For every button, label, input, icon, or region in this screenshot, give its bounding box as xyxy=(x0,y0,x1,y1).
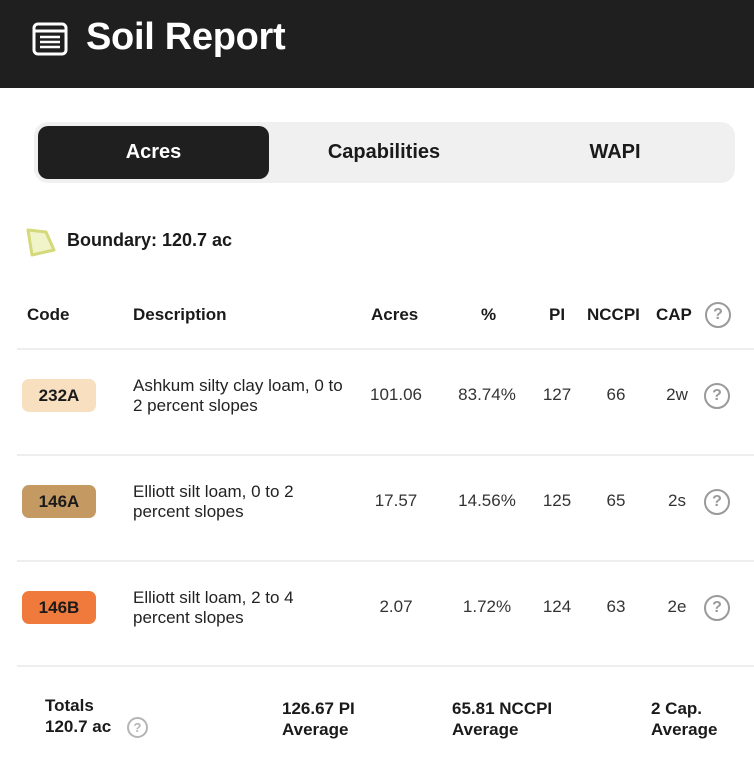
row-help-icon[interactable]: ? xyxy=(704,383,730,409)
boundary-label: Boundary: 120.7 ac xyxy=(67,230,233,250)
soil-code-badge: 146B xyxy=(22,591,96,624)
acres-value: 101.06 xyxy=(370,385,422,404)
soil-description: Elliott silt loam, 0 to 2 percent slopes xyxy=(133,482,294,521)
table-row: 146B Elliott silt loam, 2 to 4 percent s… xyxy=(0,561,754,665)
column-header-code: Code xyxy=(27,305,70,324)
tab-bar: Acres Capabilities WAPI xyxy=(34,122,735,183)
nccpi-average: 65.81 NCCPI Average xyxy=(452,698,602,740)
totals-acres: 120.7 ac xyxy=(45,717,112,736)
totals-help-icon[interactable]: ? xyxy=(127,717,148,738)
acres-value: 2.07 xyxy=(379,597,413,616)
column-header-nccpi: NCCPI xyxy=(587,305,640,324)
soil-code-badge: 146A xyxy=(22,485,96,518)
table-divider xyxy=(17,560,754,562)
nccpi-average-label: Average xyxy=(452,720,519,739)
cap-average: 2 Cap. Average xyxy=(651,698,751,740)
column-header-acres: Acres xyxy=(371,305,419,324)
totals-label: Totals xyxy=(45,696,94,715)
column-header-pi: PI xyxy=(549,305,566,324)
nccpi-value: 63 xyxy=(606,597,626,616)
percent-value: 83.74% xyxy=(458,385,516,404)
boundary-polygon-icon xyxy=(26,228,56,257)
app-header: Soil Report xyxy=(0,0,754,88)
soil-description: Ashkum silty clay loam, 0 to 2 percent s… xyxy=(133,376,343,415)
nccpi-value: 65 xyxy=(606,491,626,510)
cap-value: 2w xyxy=(666,385,688,404)
cap-average-value: 2 Cap. xyxy=(651,699,703,718)
cap-value: 2s xyxy=(668,491,686,510)
pi-value: 125 xyxy=(542,491,572,510)
percent-value: 1.72% xyxy=(462,597,512,616)
tab-capabilities[interactable]: Capabilities xyxy=(327,141,441,163)
table-divider xyxy=(17,348,754,350)
table-divider xyxy=(17,665,754,667)
row-help-icon[interactable]: ? xyxy=(704,489,730,515)
page-title: Soil Report xyxy=(86,16,286,58)
table-row: 232A Ashkum silty clay loam, 0 to 2 perc… xyxy=(0,349,754,453)
nccpi-average-value: 65.81 NCCPI xyxy=(452,699,553,718)
soil-code-badge: 232A xyxy=(22,379,96,412)
table-divider xyxy=(17,454,754,456)
pi-value: 124 xyxy=(542,597,572,616)
cap-value: 2e xyxy=(667,597,687,616)
row-help-icon[interactable]: ? xyxy=(704,595,730,621)
table-row: 146A Elliott silt loam, 0 to 2 percent s… xyxy=(0,455,754,559)
pi-average-value: 126.67 PI xyxy=(282,699,355,718)
column-header-percent: % xyxy=(481,305,497,324)
pi-average-label: Average xyxy=(282,720,349,739)
pi-average: 126.67 PI Average xyxy=(282,698,402,740)
nccpi-value: 66 xyxy=(606,385,626,404)
percent-value: 14.56% xyxy=(458,491,516,510)
acres-value: 17.57 xyxy=(374,491,418,510)
column-header-description: Description xyxy=(133,305,227,324)
cap-average-label: Average xyxy=(651,720,718,739)
pi-value: 127 xyxy=(542,385,572,404)
cap-help-icon[interactable]: ? xyxy=(705,302,731,328)
tab-wapi[interactable]: WAPI xyxy=(589,141,641,163)
column-header-cap: CAP xyxy=(656,305,692,324)
soil-description: Elliott silt loam, 2 to 4 percent slopes xyxy=(133,588,294,627)
tab-acres[interactable]: Acres xyxy=(38,126,269,179)
report-icon xyxy=(32,22,68,56)
